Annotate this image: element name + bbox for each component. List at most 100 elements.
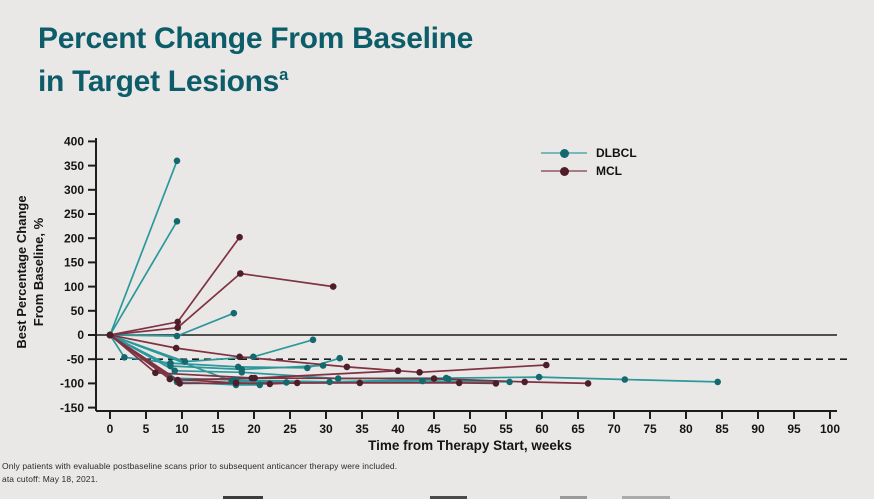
x-tick-label: 25	[283, 422, 297, 436]
y-tick-label: 150	[64, 256, 84, 270]
bottom-bar-segment	[223, 496, 263, 499]
x-tick-label: 100	[820, 422, 840, 436]
data-point-mcl	[293, 379, 301, 387]
y-tick-label: -50	[67, 352, 85, 366]
y-tick-label: 250	[64, 207, 84, 221]
legend-line-swatch-dlbcl	[541, 148, 587, 158]
data-point-dlbcl	[283, 379, 290, 386]
data-point-dlbcl	[171, 367, 179, 375]
data-point-dlbcl	[167, 362, 174, 370]
data-point-mcl	[236, 233, 243, 241]
data-point-dlbcl	[309, 336, 317, 344]
legend-label-dlbcl: DLBCL	[596, 146, 637, 160]
x-tick-label: 50	[463, 422, 477, 436]
data-point-dlbcl	[250, 353, 257, 361]
x-tick-label: 80	[679, 422, 693, 436]
data-point-dlbcl	[121, 354, 128, 361]
data-point-mcl	[174, 318, 181, 326]
data-point-mcl	[174, 324, 181, 332]
y-tick-label: 200	[64, 231, 84, 245]
x-tick-label: 40	[391, 422, 405, 436]
legend-dot-dlbcl	[560, 148, 569, 158]
data-point-dlbcl	[256, 381, 264, 389]
data-point-dlbcl	[621, 376, 629, 383]
patient-trajectory-mcl	[109, 272, 334, 336]
chart-legend: DLBCL MCL	[541, 146, 637, 178]
patient-trajectory-dlbcl	[109, 220, 178, 336]
x-tick-label: 45	[427, 422, 441, 436]
patient-trajectory-mcl	[109, 334, 399, 379]
data-point-mcl	[266, 380, 274, 388]
data-point-mcl	[174, 376, 181, 384]
x-tick-label: 10	[175, 422, 189, 436]
y-tick-label: 400	[64, 135, 84, 149]
legend-item-dlbcl: DLBCL	[541, 146, 637, 160]
legend-line-swatch-mcl	[541, 166, 587, 176]
footnote-data-cutoff: ata cutoff: May 18, 2021.	[2, 474, 98, 485]
data-point-dlbcl	[336, 354, 344, 362]
x-tick-label: 5	[143, 422, 150, 436]
data-point-mcl	[236, 353, 243, 361]
data-point-mcl	[356, 379, 364, 387]
data-point-mcl	[248, 374, 256, 382]
data-point-dlbcl	[714, 378, 721, 386]
x-tick-label: 75	[643, 422, 657, 436]
data-point-mcl	[152, 369, 159, 377]
legend-item-mcl: MCL	[541, 164, 637, 178]
bottom-bar-segment	[430, 496, 467, 499]
patient-trajectory-mcl	[109, 334, 589, 385]
data-point-mcl	[343, 363, 351, 371]
data-point-mcl	[430, 375, 438, 382]
patient-trajectory-mcl	[109, 334, 547, 374]
patient-trajectory-dlbcl	[109, 334, 324, 371]
page-title-line2: in Target Lesions	[38, 64, 280, 98]
bottom-bar-segment	[622, 496, 670, 499]
footnote-inclusion: Only patients with evaluable postbaselin…	[2, 461, 398, 471]
data-point-mcl	[394, 367, 402, 375]
data-point-dlbcl	[319, 362, 327, 369]
data-point-dlbcl	[238, 369, 246, 376]
y-tick-label: -150	[60, 401, 84, 415]
x-tick-label: 55	[499, 422, 513, 436]
x-tick-label: 70	[607, 422, 621, 436]
x-tick-label: 65	[571, 422, 585, 436]
data-point-dlbcl	[304, 364, 311, 372]
data-point-mcl	[416, 369, 423, 376]
data-point-mcl	[237, 270, 244, 277]
x-tick-label: 85	[715, 422, 729, 436]
data-point-dlbcl	[181, 358, 189, 365]
data-point-dlbcl	[419, 377, 426, 385]
legend-dot-mcl	[560, 166, 569, 176]
legend-label-mcl: MCL	[596, 164, 622, 178]
x-axis-title: Time from Therapy Start, weeks	[368, 438, 572, 453]
data-point-dlbcl	[173, 157, 181, 165]
x-tick-label: 90	[751, 422, 765, 436]
page-title: Percent Change From Baseline in Target L…	[38, 18, 473, 103]
x-tick-label: 0	[107, 422, 114, 436]
y-tick-label: 300	[64, 183, 84, 197]
data-point-dlbcl	[535, 373, 543, 381]
data-point-dlbcl	[230, 309, 238, 317]
x-tick-label: 95	[787, 422, 801, 436]
footnotes: Only patients with evaluable postbaselin…	[2, 460, 397, 486]
data-point-mcl	[166, 375, 174, 383]
bottom-bar-segment	[560, 496, 587, 499]
x-tick-label: 60	[535, 422, 549, 436]
data-point-dlbcl	[506, 378, 513, 386]
x-tick-label: 20	[247, 422, 261, 436]
y-axis-title: Best Percentage Change From Baseline, %	[14, 195, 46, 349]
data-point-mcl	[492, 380, 500, 387]
x-tick-label: 30	[319, 422, 333, 436]
y-tick-label: 0	[77, 328, 84, 342]
y-tick-label: 100	[64, 280, 84, 294]
data-point-mcl	[329, 283, 337, 290]
data-point-dlbcl	[326, 378, 333, 386]
data-point-mcl	[172, 344, 180, 352]
data-point-dlbcl	[173, 332, 181, 340]
y-tick-label: 50	[71, 304, 85, 318]
x-tick-label: 35	[355, 422, 369, 436]
page-title-footnote-marker: a	[279, 65, 288, 84]
y-tick-label: -100	[60, 377, 84, 391]
data-point-mcl	[106, 331, 114, 339]
